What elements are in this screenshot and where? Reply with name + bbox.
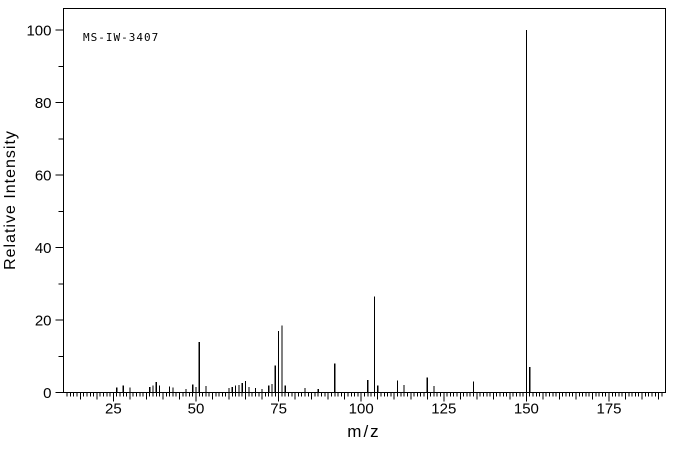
- x-tick-label: 50: [188, 401, 205, 418]
- spectrum-id-label: MS-IW-3407: [83, 31, 160, 44]
- y-tick-label: 80: [35, 95, 52, 112]
- x-tick-label: 75: [270, 401, 287, 418]
- y-tick-label: 60: [35, 167, 52, 184]
- x-tick-label: 150: [514, 401, 539, 418]
- y-tick-label: 0: [43, 385, 51, 402]
- y-tick-label: 20: [35, 312, 52, 329]
- x-axis-title: m/z: [347, 422, 381, 441]
- x-tick-label: 175: [596, 401, 621, 418]
- x-tick-label: 125: [431, 401, 456, 418]
- plot-frame: [62, 7, 667, 394]
- y-tick-label: 100: [26, 22, 51, 39]
- x-tick-label: 100: [349, 401, 374, 418]
- x-tick-label: 25: [105, 401, 122, 418]
- y-tick-label: 40: [35, 240, 52, 257]
